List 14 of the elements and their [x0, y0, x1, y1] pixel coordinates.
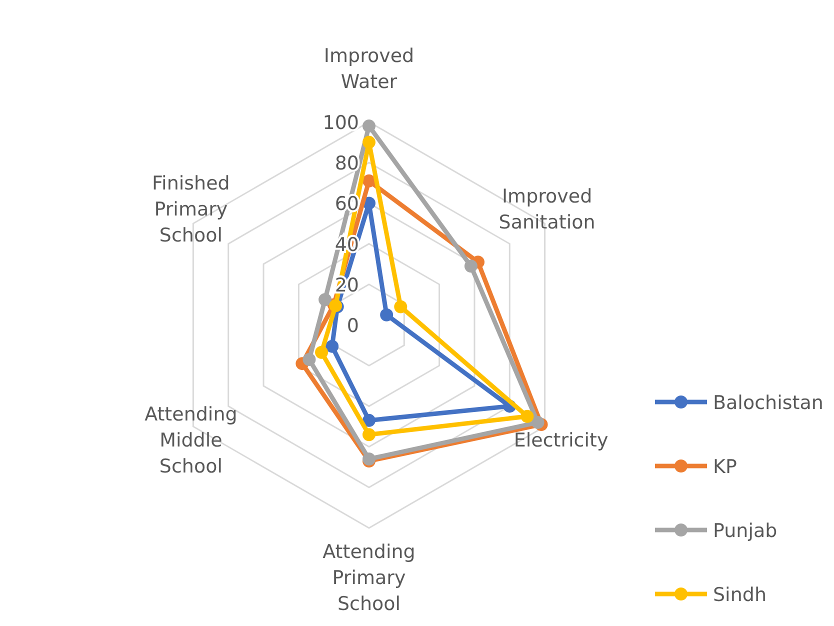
- y-tick-label: 0: [346, 315, 359, 337]
- spoke-label: Attending Primary School: [322, 541, 416, 615]
- spoke-label: Attending Middle School: [144, 404, 238, 478]
- legend-label: KP: [713, 456, 737, 478]
- spoke-label: Improved Sanitation: [498, 186, 596, 234]
- spoke-label: Improved Water: [324, 45, 414, 93]
- y-tick-label: 80: [334, 152, 359, 175]
- legend-label: Punjab: [713, 520, 778, 542]
- legend-label: Sindh: [713, 584, 766, 606]
- spoke-label: Electricity: [514, 430, 608, 452]
- y-tick-label: 100: [322, 112, 359, 134]
- y-tick-label: 40: [334, 234, 359, 256]
- legend-label: Balochistan: [713, 392, 824, 414]
- spoke-label: Finished Primary School: [152, 172, 230, 246]
